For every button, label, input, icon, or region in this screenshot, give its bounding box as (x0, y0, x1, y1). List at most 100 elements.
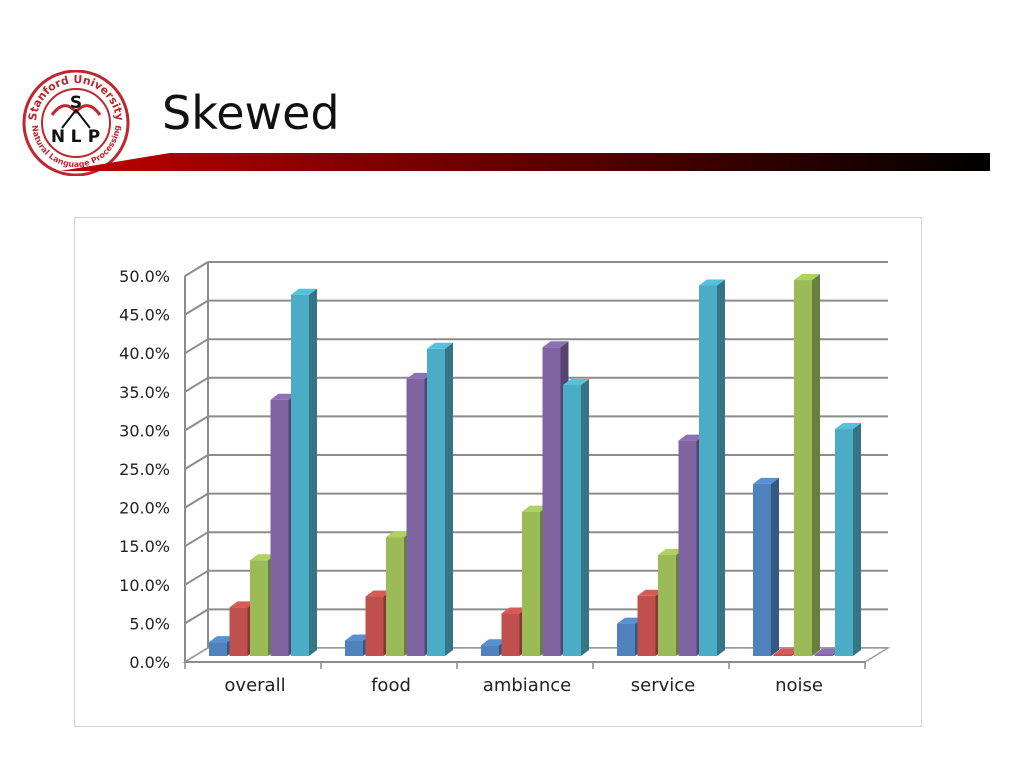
logo-letter-n: N (51, 127, 65, 147)
bar-side (812, 274, 820, 656)
bar (835, 423, 861, 656)
bar-front (794, 280, 812, 656)
bar-front (427, 348, 445, 656)
bar-front (773, 654, 792, 656)
bar-top (501, 607, 528, 614)
bar-front (753, 483, 771, 656)
side-gridline (184, 415, 209, 432)
bar-top (699, 279, 725, 286)
bar-chart: 0.0% 5.0% 10.0% 15.0% 20.0% 25.0% 30.0% 35.0% 40… (119, 261, 891, 696)
bar-front (365, 596, 384, 656)
bar-front (481, 645, 499, 656)
stanford-nlp-logo: Stanford University Natural Language Pro… (22, 70, 130, 176)
side-gridline (184, 261, 209, 277)
y-tick-label: 0.0% (129, 653, 170, 672)
bar-front (270, 399, 289, 656)
bar-top (386, 531, 412, 538)
bar (291, 288, 317, 656)
side-gridline (184, 492, 209, 509)
logo-peak (61, 108, 91, 129)
y-tick-label: 50.0% (119, 267, 170, 286)
bar-top (427, 342, 453, 349)
y-tick-label: 30.0% (119, 421, 170, 440)
bar-front (386, 537, 404, 656)
bar (794, 274, 820, 656)
bar-top (814, 648, 841, 655)
logo-letter-s: S (70, 93, 82, 113)
bar-top (522, 505, 548, 512)
bar-front (406, 378, 425, 656)
y-tick-label: 10.0% (119, 576, 170, 595)
bar-front (522, 511, 540, 656)
bar-top (250, 554, 276, 561)
logo-letter-l: L (71, 127, 82, 147)
bar-side (717, 279, 725, 656)
bar-side (581, 379, 589, 656)
y-tick-label: 35.0% (119, 383, 170, 402)
y-tick-label: 5.0% (129, 614, 170, 633)
x-tick-label: overall (224, 675, 285, 696)
x-tick-label: service (631, 675, 695, 696)
bar-top (617, 617, 643, 624)
bar-top (542, 341, 569, 348)
bar-side (771, 477, 779, 656)
bar-front (563, 385, 581, 656)
side-gridline (184, 454, 209, 470)
bar-front (814, 654, 833, 656)
side-gridline (184, 338, 209, 355)
y-tick-label: 40.0% (119, 344, 170, 363)
side-gridline (184, 531, 209, 548)
bar-front (229, 607, 248, 656)
bar-side (853, 423, 861, 656)
bar-top (658, 548, 684, 555)
side-gridline (184, 299, 209, 316)
slide-title: Skewed (162, 86, 340, 140)
bar-top (678, 434, 705, 441)
bar-top (637, 589, 664, 596)
bar-top (365, 590, 392, 597)
bar-side (445, 342, 453, 656)
y-tick-label: 45.0% (119, 306, 170, 325)
logo-wave (50, 104, 102, 116)
bar-front (542, 347, 561, 656)
bar-front (209, 642, 227, 656)
y-tick-label: 25.0% (119, 460, 170, 479)
bar-front (637, 595, 656, 656)
bar (699, 279, 725, 656)
y-tick-label: 20.0% (119, 499, 170, 518)
bar-front (250, 560, 268, 656)
bar-side (309, 288, 317, 656)
bar-top (291, 288, 317, 295)
x-tick-label: ambiance (483, 675, 571, 696)
x-tick-label: noise (775, 675, 823, 696)
bar-front (658, 554, 676, 656)
bar-top (345, 634, 371, 641)
bar-front (501, 613, 520, 656)
x-tick-label: food (371, 675, 411, 696)
bar-top (481, 639, 507, 646)
bar-top (563, 379, 589, 386)
bar-top (270, 393, 297, 400)
bar-front (617, 623, 635, 656)
y-tick-label: 15.0% (119, 537, 170, 556)
chart-bars (209, 274, 861, 656)
bar (427, 342, 453, 656)
side-gridline (184, 376, 209, 393)
bar-front (345, 640, 363, 656)
bar-top (229, 601, 256, 608)
bar-front (291, 294, 309, 656)
bar (563, 379, 589, 656)
bar-top (753, 477, 779, 484)
bar (753, 477, 779, 656)
bar-front (699, 285, 717, 656)
bar-top (209, 636, 235, 643)
bar-top (406, 372, 433, 379)
logo-letter-p: P (88, 127, 100, 147)
bar-front (835, 429, 853, 656)
bar-front (678, 440, 697, 656)
chart-labels: 0.0% 5.0% 10.0% 15.0% 20.0% 25.0% 30.0% 35.0% 40… (119, 267, 823, 696)
title-underline-bar (60, 153, 990, 171)
side-gridline (184, 608, 209, 625)
side-gridline (184, 569, 209, 586)
bar-top (794, 274, 820, 281)
